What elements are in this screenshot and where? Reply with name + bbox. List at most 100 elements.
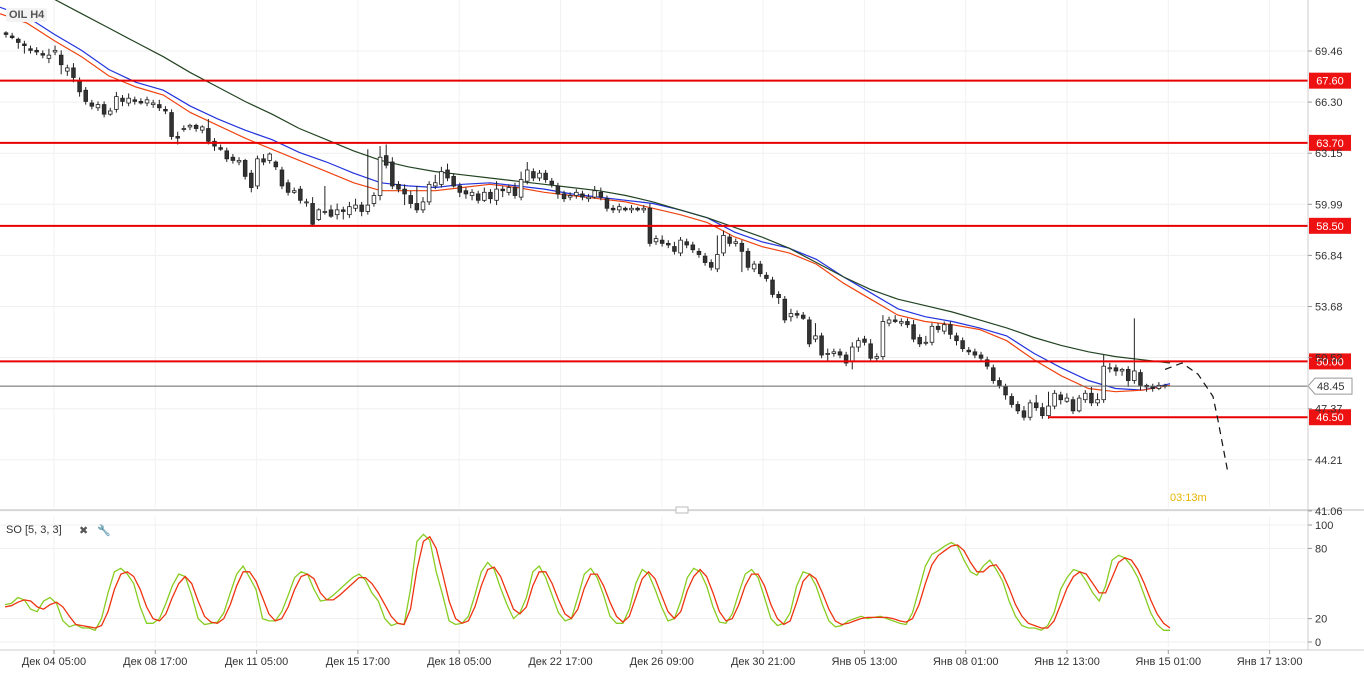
time-tick-label: Дек 26 09:00 <box>630 656 694 668</box>
candle-body <box>531 171 536 179</box>
candle-body <box>905 321 910 326</box>
candle-body <box>150 102 156 105</box>
candle-body <box>1052 392 1057 407</box>
candle-body <box>187 124 193 128</box>
candle-body <box>1138 372 1143 386</box>
candle-body <box>917 337 922 345</box>
level-label-box <box>1309 353 1351 370</box>
level-label: 67.60 <box>1316 76 1344 88</box>
candle-body <box>1027 402 1033 418</box>
time-tick-label: Янв 05 13:00 <box>832 656 898 668</box>
candle-body <box>255 158 260 187</box>
candle-body <box>825 353 830 355</box>
candle-body <box>1076 397 1082 412</box>
candle-body <box>702 255 708 263</box>
main-grid <box>0 0 1308 512</box>
price-tick-label: 50.52 <box>1315 353 1343 365</box>
candle-body <box>322 211 328 213</box>
time-tick-label: Янв 17 13:00 <box>1237 656 1303 668</box>
candle-body <box>77 80 82 93</box>
candle-body <box>1101 365 1106 401</box>
candle-body <box>230 156 236 161</box>
candle-body <box>334 209 340 216</box>
forecast-dashed-line <box>1164 362 1229 474</box>
candle-body <box>1033 402 1039 409</box>
candle-body <box>347 206 352 216</box>
candle-body <box>886 319 892 324</box>
candle-body <box>800 314 806 319</box>
candle-body <box>445 169 450 179</box>
candle-body <box>733 241 738 244</box>
candle-body <box>745 250 751 268</box>
price-tick-label: 44.21 <box>1315 455 1343 467</box>
candle-body <box>310 203 315 225</box>
candle-body <box>758 263 763 275</box>
candle-body <box>715 254 720 270</box>
candle-body <box>359 204 364 212</box>
candle-body <box>457 185 463 193</box>
candle-body <box>1089 392 1094 404</box>
candle-body <box>28 48 33 51</box>
candle-body <box>181 128 187 130</box>
candle-body <box>537 172 542 179</box>
candle-body <box>285 182 291 193</box>
candle-body <box>1113 367 1119 372</box>
candle-body <box>426 183 432 203</box>
candle-body <box>966 349 972 353</box>
level-label: 63.70 <box>1316 138 1344 150</box>
candle-body <box>65 67 70 72</box>
candle-body <box>837 351 843 356</box>
candle-body <box>390 161 395 187</box>
candle-body <box>751 263 757 270</box>
candle-body <box>341 209 346 212</box>
candle-body <box>420 201 426 211</box>
candle-body <box>580 193 585 198</box>
candle-body <box>482 191 487 201</box>
candle-body <box>850 346 855 362</box>
candle-body <box>782 298 788 321</box>
candle-body <box>672 246 677 252</box>
chart-title: OIL H4 <box>6 8 48 22</box>
candle-body <box>1058 394 1063 401</box>
candle-body <box>984 359 990 367</box>
level-label: 46.50 <box>1316 412 1344 424</box>
candle-body <box>770 279 775 295</box>
so-tick-label: 20 <box>1315 614 1327 626</box>
candle-body <box>377 156 383 196</box>
candle-body <box>856 340 861 348</box>
wrench-icon[interactable]: 🔧 <box>97 525 111 537</box>
candle-body <box>543 172 548 180</box>
so-line-1 <box>4 535 1171 629</box>
candle-body <box>120 97 125 102</box>
candle-body <box>629 207 634 211</box>
candle-body <box>1119 368 1125 372</box>
price-tick-label: 66.30 <box>1315 97 1343 109</box>
candle-body <box>408 195 413 204</box>
current-price-label: 48.45 <box>1317 381 1345 393</box>
close-icon[interactable]: ✖ <box>79 525 89 537</box>
candle-body <box>383 155 389 166</box>
candle-body <box>475 193 481 201</box>
candle-body <box>169 112 174 137</box>
level-label-box <box>1309 134 1351 151</box>
candle-body <box>132 99 138 102</box>
candle-body <box>138 101 144 104</box>
price-tick-label: 56.84 <box>1315 250 1343 262</box>
time-tick-label: Дек 04 05:00 <box>22 656 86 668</box>
candle-body <box>610 207 616 211</box>
candle-body <box>954 335 959 342</box>
candle-body <box>555 185 561 195</box>
candle-body <box>488 191 493 200</box>
candle-body <box>71 67 76 78</box>
candle-body <box>659 239 665 244</box>
candle-body <box>690 244 696 251</box>
so-grid <box>0 517 1308 647</box>
candle-body <box>402 188 407 195</box>
candle-body <box>899 321 904 324</box>
candle-body <box>567 195 573 198</box>
candle-body <box>9 35 15 39</box>
time-tick-label: Дек 22 17:00 <box>528 656 592 668</box>
candle-body <box>328 209 334 217</box>
so-tick-label: 80 <box>1315 543 1327 555</box>
candle-body <box>316 209 321 220</box>
